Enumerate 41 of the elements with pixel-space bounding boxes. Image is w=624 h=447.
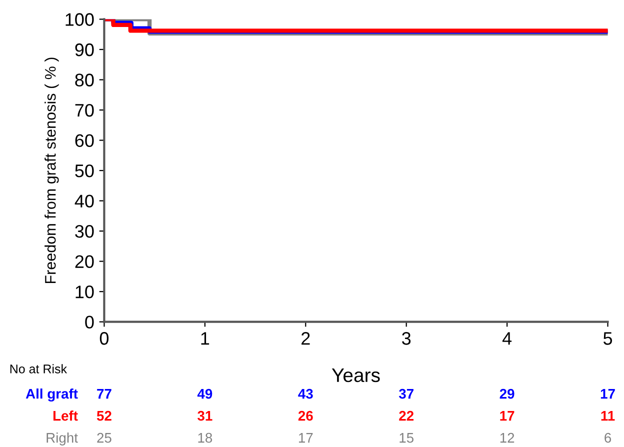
text: 17 [298,433,313,443]
text: 37 [398,388,414,399]
text: All graft [26,388,78,402]
text: 17 [600,389,615,399]
y-tick-label: 0 [85,316,94,329]
text: 12 [500,432,514,443]
text: 11 [601,411,615,421]
text: Right [46,432,78,446]
text: 49 [197,388,212,399]
y-tick-label: 70 [75,104,94,117]
y-tick-label: 80 [75,74,94,86]
x-tick-label: 1 [201,332,210,345]
y-tick-label: 60 [75,134,94,147]
y-tick-label: 30 [75,224,94,238]
text: 29 [500,388,514,399]
y-tick-label: 40 [74,194,94,208]
text: 26 [298,410,313,421]
text: No at Risk [10,364,68,374]
text: 77 [97,389,112,399]
text: 31 [198,410,212,421]
y-tick-label: 10 [76,286,94,298]
text: Left [53,410,78,421]
text: 15 [400,433,414,443]
text: 25 [97,432,112,443]
x-tick-label: 3 [402,332,411,345]
text: 43 [298,388,313,399]
y-tick-label: 50 [75,164,94,178]
y-tick-label: 100 [66,13,94,26]
text: 18 [198,432,212,443]
y-tick-label: 90 [75,43,94,56]
text: 6 [604,432,612,443]
x-tick-label: 0 [100,332,109,345]
x-axis-title: Years [332,368,380,382]
x-tick-label: 2 [302,332,310,345]
text: 52 [96,410,112,421]
text: 22 [399,410,414,421]
x-tick-label: 5 [603,332,612,345]
x-tick-label: 4 [502,332,512,345]
text: 17 [500,411,514,421]
y-tick-label: 20 [75,255,94,268]
y-axis-title: Freedom from graft stenosis ( % ) [44,58,59,284]
